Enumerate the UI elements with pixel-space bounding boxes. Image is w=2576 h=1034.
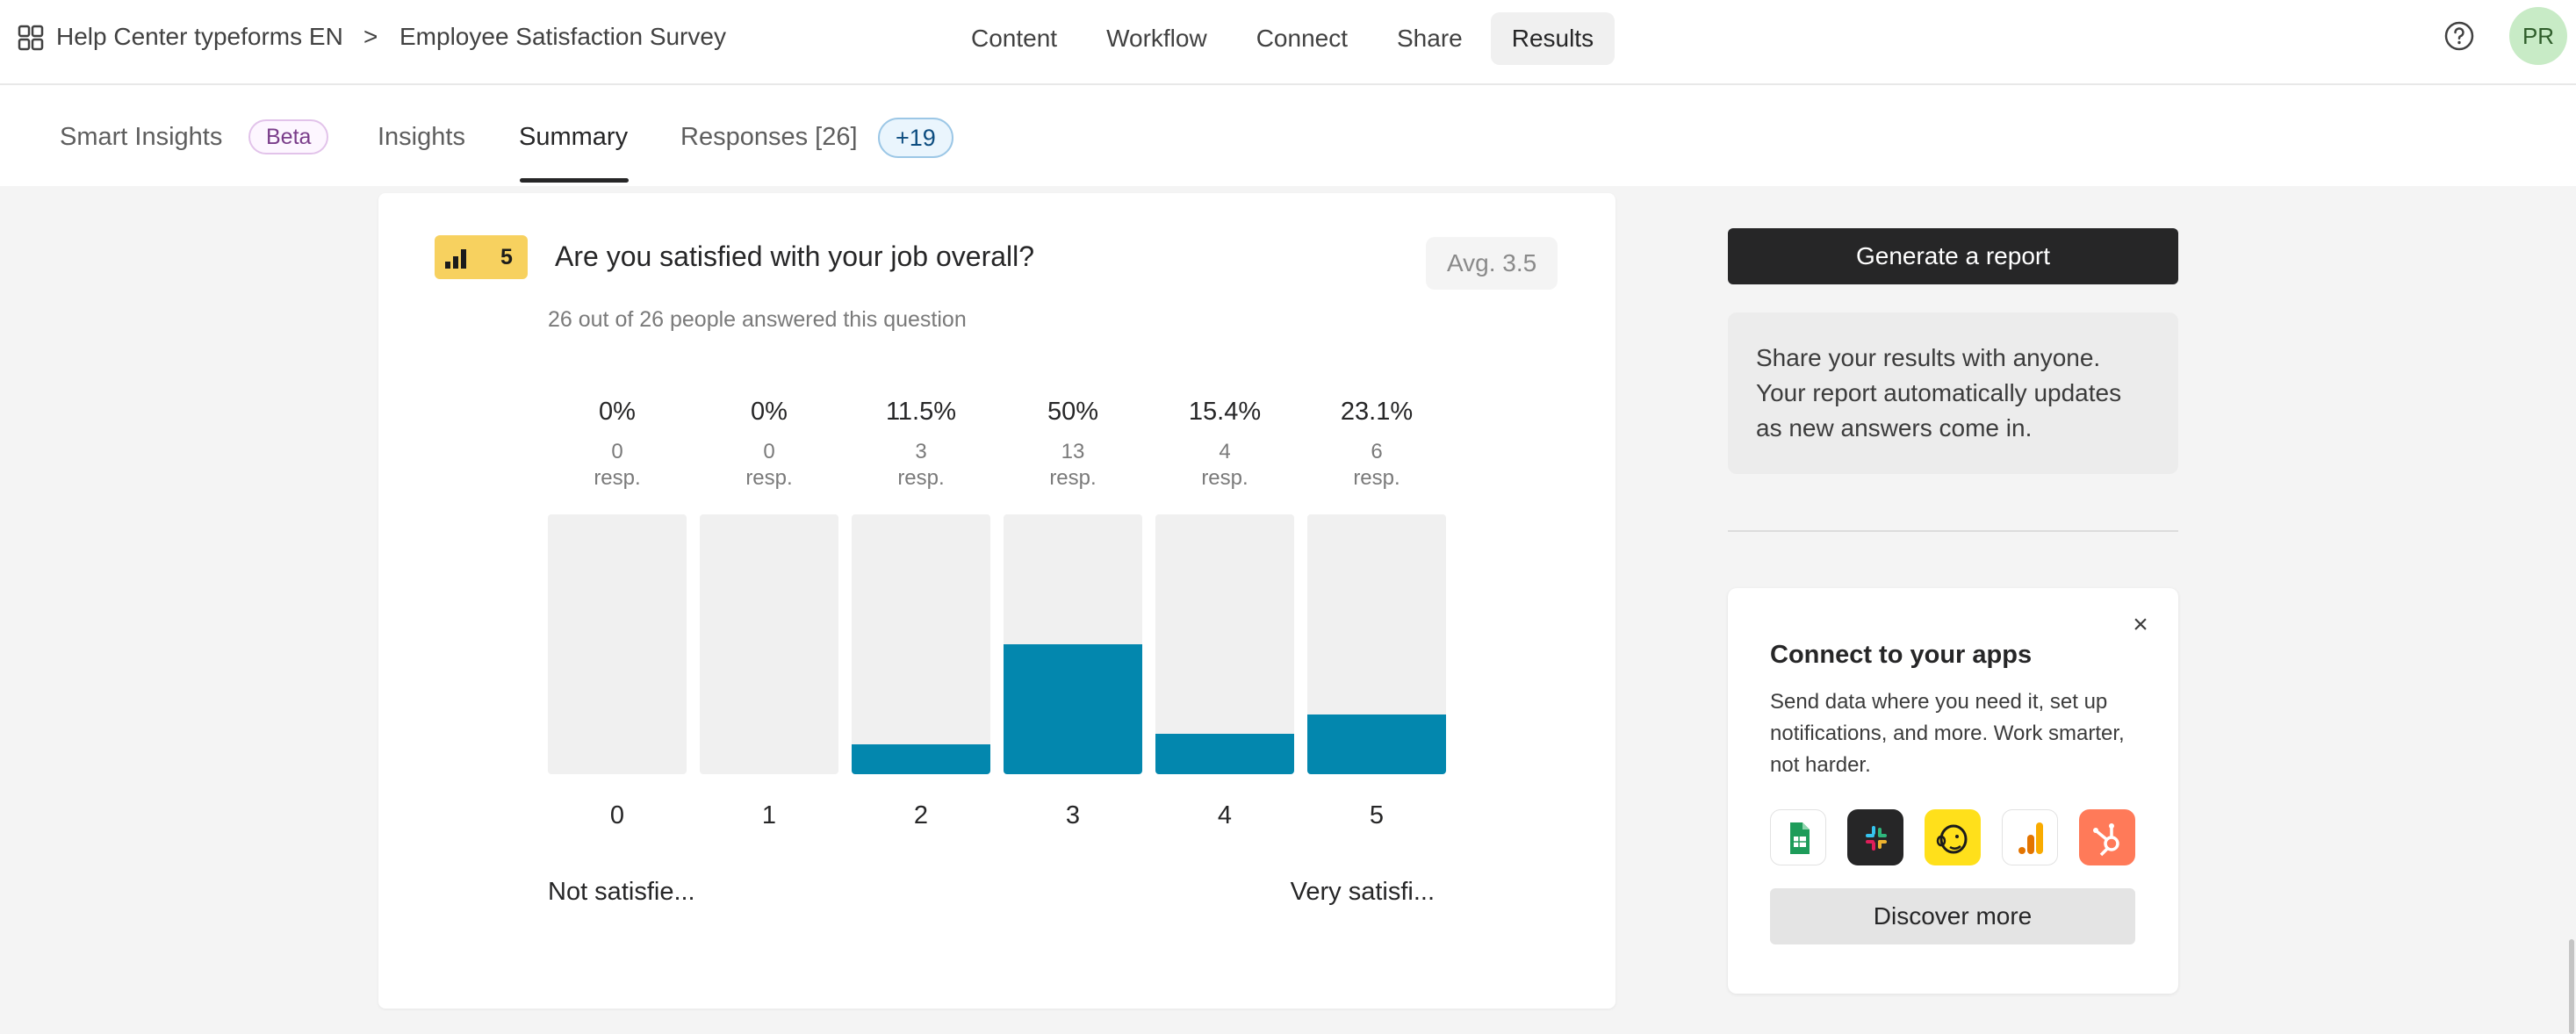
mailchimp-icon[interactable] [1925,809,1981,865]
scale-low-label: Not satisfie... [548,878,695,906]
active-tab-indicator [520,178,629,183]
bar-chart-icon [445,249,466,269]
hubspot-icon[interactable] [2079,809,2135,865]
bar-count-label: 0 [611,440,623,463]
google-sheets-icon[interactable] [1770,809,1826,865]
tab-responses[interactable]: Responses [26] [680,123,858,151]
bar-resp-unit: resp. [1353,466,1400,490]
divider [1728,530,2178,532]
question-circle-icon[interactable] [2443,19,2476,53]
question-summary-card: 5 Are you satisfied with your job overal… [378,193,1615,1009]
nav-share[interactable]: Share [1397,25,1463,52]
bar-percent-label: 11.5% [885,398,957,426]
bar-category-label: 1 [761,801,777,829]
question-number: 5 [500,245,513,269]
bar-category-label: 5 [1369,801,1385,829]
bar-track [700,514,838,774]
breadcrumb-form-title[interactable]: Employee Satisfaction Survey [399,23,726,50]
slack-icon[interactable] [1847,809,1903,865]
tab-smart-insights[interactable]: Smart Insights [60,123,223,151]
bar-count-label: 3 [915,440,927,463]
top-bar: Help Center typeforms EN > Employee Sati… [0,0,2576,85]
bar-track [548,514,687,774]
bar-count-label: 6 [1371,440,1383,463]
bar-track [1155,514,1294,774]
bar-resp-unit: resp. [1201,466,1248,490]
main-nav: Content Workflow Connect Share Results [950,12,1622,65]
bar-resp-unit: resp. [897,466,945,490]
grid-icon[interactable] [18,25,44,51]
nav-connect[interactable]: Connect [1256,25,1348,52]
bar-resp-unit: resp. [745,466,793,490]
bar [852,744,990,774]
bar-category-label: 0 [609,801,625,829]
bar-category-label: 4 [1217,801,1233,829]
breadcrumb-separator: > [363,23,378,50]
bar-count-label: 13 [1061,440,1085,463]
app-icons [1770,809,2156,865]
answered-count: 26 out of 26 people answered this questi… [548,307,967,332]
results-tabs: Smart Insights Beta Insights Summary Res… [0,85,2576,186]
bar-category-label: 2 [913,801,929,829]
breadcrumb-workspace[interactable]: Help Center typeforms EN [56,23,343,50]
bar-resp-unit: resp. [594,466,641,490]
google-analytics-icon[interactable] [2002,809,2058,865]
bar-percent-label: 15.4% [1188,398,1262,426]
scrollbar[interactable] [2569,939,2574,1034]
bar-percent-label: 0% [751,398,788,426]
bar-category-label: 3 [1065,801,1081,829]
bar-percent-label: 50% [1047,398,1099,426]
generate-report-button[interactable]: Generate a report [1728,228,2178,284]
share-report-info: Share your results with anyone. Your rep… [1728,312,2178,474]
bar-percent-label: 0% [599,398,636,426]
bar-track [852,514,990,774]
bar [1155,734,1294,774]
bar [1307,714,1446,774]
bar-track [1004,514,1142,774]
nav-content[interactable]: Content [971,25,1058,52]
bar-track [1307,514,1446,774]
discover-more-button[interactable]: Discover more [1770,888,2135,944]
connect-apps-card: × Connect to your apps Send data where y… [1728,588,2178,994]
connect-title: Connect to your apps [1770,641,2033,669]
scale-high-label: Very satisfi... [1290,878,1435,906]
new-responses-badge: +19 [878,118,953,158]
nav-results[interactable]: Results [1490,12,1615,65]
question-type-badge: 5 [435,235,528,279]
avatar[interactable]: PR [2509,7,2567,65]
bar-percent-label: 23.1% [1340,398,1414,426]
tab-insights[interactable]: Insights [378,123,465,151]
close-icon[interactable]: × [2133,610,2148,639]
tab-summary[interactable]: Summary [519,123,629,151]
nav-workflow[interactable]: Workflow [1106,25,1207,52]
beta-badge: Beta [248,119,329,154]
bar-count-label: 0 [763,440,775,463]
bar-resp-unit: resp. [1049,466,1097,490]
bar [1004,644,1142,774]
question-title: Are you satisfied with your job overall? [555,241,1035,272]
connect-description: Send data where you need it, set up noti… [1770,690,2125,777]
bar-count-label: 4 [1219,440,1231,463]
average-badge: Avg. 3.5 [1426,237,1558,290]
